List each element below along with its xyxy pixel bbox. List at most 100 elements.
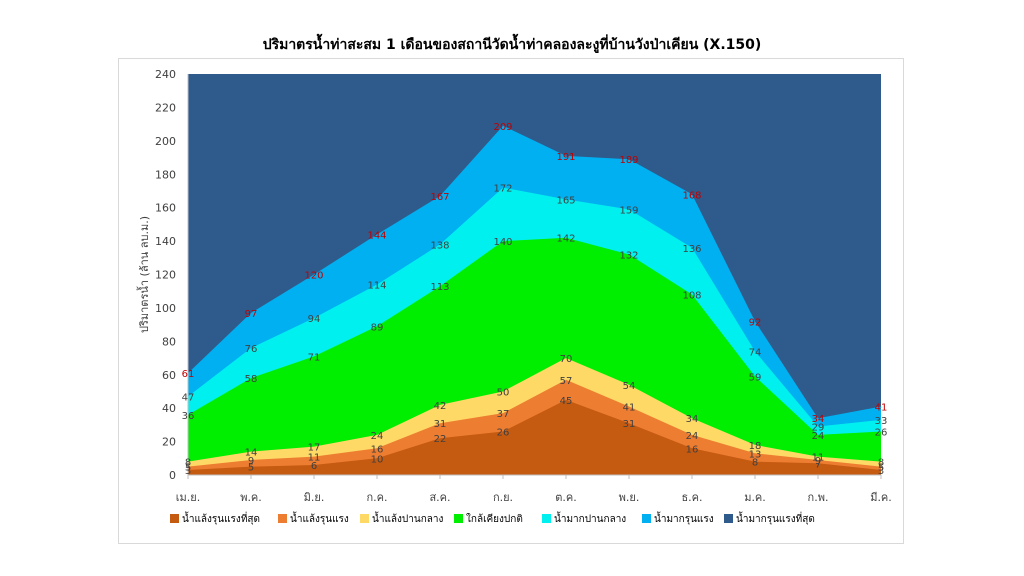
data-label: 8 bbox=[752, 458, 758, 469]
y-tick-label: 20 bbox=[162, 436, 176, 449]
data-label: 9 bbox=[815, 456, 821, 467]
x-tick-label: ต.ค. bbox=[555, 491, 577, 504]
data-label: 16 bbox=[686, 444, 699, 455]
data-label: 5 bbox=[185, 463, 191, 474]
data-label: 31 bbox=[434, 419, 447, 430]
data-label: 57 bbox=[560, 376, 573, 387]
x-tick-label: พ.ย. bbox=[619, 491, 640, 504]
data-label: 11 bbox=[308, 453, 321, 464]
data-label: 165 bbox=[556, 195, 575, 206]
data-label: 24 bbox=[812, 431, 825, 442]
data-label: 142 bbox=[556, 234, 575, 245]
data-label: 47 bbox=[182, 392, 195, 403]
data-label: 3 bbox=[878, 466, 884, 477]
data-label: 8 bbox=[185, 458, 191, 469]
area-series-0 bbox=[188, 399, 881, 475]
data-label: 159 bbox=[619, 205, 638, 216]
data-label: 24 bbox=[686, 431, 699, 442]
data-label: 50 bbox=[497, 387, 510, 398]
data-label: 71 bbox=[308, 352, 321, 363]
chart-title: ปริมาตรน้ำท่าสะสม 1 เดือนของสถานีวัดน้ำท… bbox=[262, 37, 762, 53]
y-axis-label: ปริมาตรน้ำ (ล้าน ลบ.ม.) bbox=[136, 216, 151, 333]
data-label: 13 bbox=[749, 449, 762, 460]
y-tick-label: 40 bbox=[162, 402, 176, 415]
data-label: 26 bbox=[497, 428, 510, 439]
data-label: 34 bbox=[812, 414, 825, 425]
data-label: 29 bbox=[812, 423, 825, 434]
x-tick-label: ธ.ค. bbox=[681, 491, 702, 504]
y-tick-label: 0 bbox=[169, 469, 176, 482]
x-tick-label: เม.ย. bbox=[176, 491, 200, 504]
y-tick-label: 60 bbox=[162, 369, 176, 382]
x-tick-label: ส.ค. bbox=[429, 491, 450, 504]
data-label: 70 bbox=[560, 354, 573, 365]
data-label: 22 bbox=[434, 434, 447, 445]
data-label: 172 bbox=[493, 184, 512, 195]
legend-label: น้ำมากรุนแรง bbox=[654, 511, 714, 525]
x-tick-label: ก.ค. bbox=[366, 491, 387, 504]
x-tick-label: พ.ค. bbox=[240, 491, 262, 504]
legend-swatch bbox=[542, 514, 551, 523]
legend-swatch bbox=[360, 514, 369, 523]
y-tick-label: 160 bbox=[155, 202, 176, 215]
data-label: 54 bbox=[623, 381, 636, 392]
data-label: 114 bbox=[367, 281, 386, 292]
data-label: 11 bbox=[812, 453, 825, 464]
data-label: 41 bbox=[623, 402, 636, 413]
legend-label: น้ำแล้งรุนแรง bbox=[290, 511, 349, 525]
data-label: 31 bbox=[623, 419, 636, 430]
data-label: 120 bbox=[304, 271, 323, 282]
data-label: 5 bbox=[878, 463, 884, 474]
data-label: 108 bbox=[682, 291, 701, 302]
data-label: 5 bbox=[248, 463, 254, 474]
data-label: 168 bbox=[682, 190, 701, 201]
data-label: 10 bbox=[371, 454, 384, 465]
legend-swatch bbox=[454, 514, 463, 523]
y-tick-label: 180 bbox=[155, 168, 176, 181]
y-tick-label: 80 bbox=[162, 335, 176, 348]
y-tick-label: 220 bbox=[155, 101, 176, 114]
data-label: 8 bbox=[878, 458, 884, 469]
data-label: 58 bbox=[245, 374, 258, 385]
data-label: 167 bbox=[430, 192, 449, 203]
legend-swatch bbox=[278, 514, 287, 523]
data-label: 33 bbox=[875, 416, 888, 427]
data-label: 92 bbox=[749, 317, 762, 328]
x-tick-label: ก.ย. bbox=[493, 491, 513, 504]
x-tick-label: มิ.ย. bbox=[304, 491, 325, 504]
legend-swatch bbox=[170, 514, 179, 523]
data-label: 45 bbox=[560, 396, 573, 407]
data-label: 41 bbox=[875, 402, 888, 413]
data-label: 97 bbox=[245, 309, 258, 320]
data-label: 6 bbox=[311, 461, 317, 472]
legend-label: น้ำมากปานกลาง bbox=[554, 511, 626, 525]
legend-label: ใกล้เคียงปกติ bbox=[466, 513, 523, 525]
y-tick-label: 200 bbox=[155, 135, 176, 148]
data-label: 34 bbox=[686, 414, 699, 425]
data-label: 209 bbox=[493, 122, 512, 133]
data-label: 189 bbox=[619, 155, 638, 166]
legend-label: น้ำแล้งปานกลาง bbox=[372, 511, 444, 525]
data-label: 3 bbox=[185, 466, 191, 477]
data-label: 191 bbox=[556, 152, 575, 163]
data-label: 42 bbox=[434, 401, 447, 412]
data-label: 140 bbox=[493, 237, 512, 248]
data-label: 18 bbox=[749, 441, 762, 452]
x-tick-label: ก.พ. bbox=[808, 491, 829, 504]
x-tick-label: ม.ค. bbox=[744, 491, 766, 504]
y-tick-label: 240 bbox=[155, 68, 176, 81]
y-tick-label: 120 bbox=[155, 269, 176, 282]
y-tick-label: 140 bbox=[155, 235, 176, 248]
data-label: 76 bbox=[245, 344, 258, 355]
data-label: 89 bbox=[371, 322, 384, 333]
legend-label: น้ำแล้งรุนแรงที่สุด bbox=[182, 511, 260, 525]
data-label: 9 bbox=[248, 456, 254, 467]
data-label: 132 bbox=[619, 250, 638, 261]
legend-swatch bbox=[724, 514, 733, 523]
data-label: 138 bbox=[430, 240, 449, 251]
legend-label: น้ำมากรุนแรงที่สุด bbox=[736, 511, 815, 525]
data-label: 37 bbox=[497, 409, 510, 420]
chart-frame bbox=[118, 58, 904, 544]
area-series-3 bbox=[188, 237, 881, 475]
